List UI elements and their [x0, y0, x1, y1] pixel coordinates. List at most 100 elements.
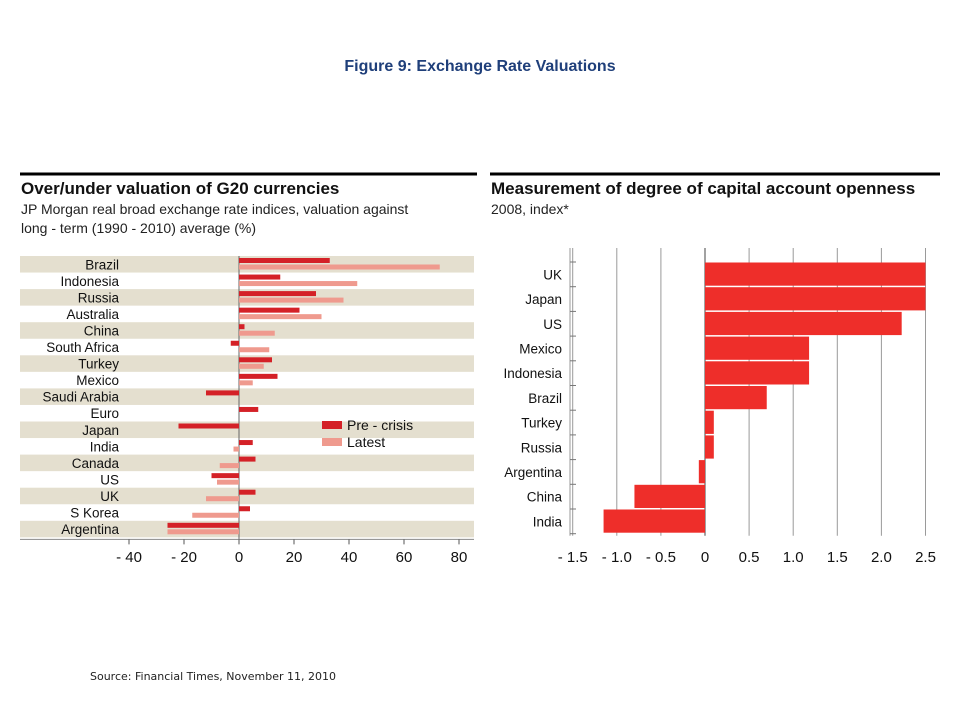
bar: [698, 460, 705, 484]
x-tick-label: 40: [341, 549, 358, 566]
bar-pre-crisis: [239, 406, 259, 412]
category-label: US: [100, 472, 119, 487]
category-label: Brazil: [85, 257, 119, 272]
category-label: Japan: [525, 292, 562, 307]
row-band: [20, 289, 474, 306]
right-chart-title: Measurement of degree of capital account…: [491, 179, 915, 198]
x-tick-label: - 0.5: [646, 549, 676, 566]
bar-pre-crisis: [239, 258, 330, 263]
bar-latest: [239, 347, 270, 353]
bar-pre-crisis: [239, 324, 245, 330]
legend-swatch-pre-crisis: [322, 421, 342, 429]
category-label: S Korea: [70, 506, 119, 521]
bar-latest: [239, 264, 440, 270]
x-tick-label: 2.5: [915, 549, 936, 566]
category-label: China: [527, 490, 563, 505]
x-tick-label: 60: [396, 549, 413, 566]
x-tick-label: - 40: [116, 549, 142, 566]
bar: [705, 386, 767, 410]
row-band: [20, 520, 474, 538]
x-tick-label: 0: [235, 549, 243, 566]
bar-pre-crisis: [239, 489, 256, 495]
bar-pre-crisis: [230, 340, 239, 346]
bar-latest: [239, 297, 344, 303]
bar: [705, 410, 714, 434]
legend-label-pre-crisis: Pre - crisis: [347, 417, 413, 433]
bar-pre-crisis: [239, 373, 278, 379]
category-label: Indonesia: [503, 366, 562, 381]
x-tick-label: 1.5: [827, 549, 848, 566]
row-band: [20, 388, 474, 405]
x-tick-label: 2.0: [871, 549, 892, 566]
x-tick-label: 80: [451, 549, 468, 566]
category-label: Australia: [66, 307, 119, 322]
category-label: Canada: [72, 456, 120, 471]
bar-pre-crisis: [239, 506, 250, 512]
category-label: Saudi Arabia: [42, 390, 119, 405]
x-tick-label: 1.0: [783, 549, 804, 566]
bar-latest: [217, 479, 239, 485]
bar-latest: [167, 529, 239, 535]
legend-swatch-latest: [322, 438, 342, 446]
bar: [634, 484, 705, 508]
bar-latest: [219, 463, 239, 469]
right-chart-plot: UK Japan US Mexico Indonesia Brazil Turkey Russ…: [503, 248, 936, 566]
bar: [705, 435, 714, 459]
legend-label-latest: Latest: [347, 434, 385, 450]
category-label: UK: [100, 489, 119, 504]
bar-latest: [239, 281, 358, 287]
row-band: [20, 355, 474, 372]
x-tick-label: 20: [286, 549, 303, 566]
row-band: [20, 421, 474, 439]
bar-latest: [239, 330, 275, 336]
category-label: Russia: [521, 440, 563, 455]
bar-pre-crisis: [239, 440, 253, 446]
x-tick-label: - 1.0: [602, 549, 632, 566]
bar-latest: [239, 314, 322, 320]
category-label: Argentina: [504, 465, 562, 480]
category-label: UK: [543, 267, 562, 282]
x-tick-label: - 20: [171, 549, 197, 566]
source-note: Source: Financial Times, November 11, 20…: [90, 670, 336, 683]
row-band: [20, 454, 474, 472]
bar-pre-crisis: [239, 307, 300, 313]
bar-pre-crisis: [239, 274, 281, 280]
category-label: Argentina: [61, 522, 119, 537]
right-chart-subtitle: 2008, index*: [491, 201, 569, 217]
bar: [705, 311, 902, 336]
category-label: Brazil: [528, 391, 562, 406]
category-label: Russia: [78, 290, 120, 305]
bar-pre-crisis: [239, 357, 272, 363]
category-label: China: [84, 323, 120, 338]
left-chart-subtitle-line-2: long - term (1990 - 2010) average (%): [21, 220, 256, 236]
bar: [603, 509, 705, 533]
category-label: Turkey: [78, 357, 119, 372]
category-label: Euro: [90, 406, 119, 421]
bar: [705, 287, 926, 311]
bar-pre-crisis: [211, 473, 239, 479]
bar: [705, 361, 810, 385]
category-label: India: [533, 514, 563, 529]
bar-latest: [192, 512, 239, 518]
bar-latest: [233, 446, 239, 452]
category-label: Turkey: [521, 416, 562, 431]
category-label: Mexico: [76, 373, 119, 388]
bar-pre-crisis: [167, 522, 239, 528]
left-chart-title: Over/under valuation of G20 currencies: [21, 179, 339, 198]
bar-latest: [239, 363, 264, 369]
bar: [705, 262, 926, 286]
x-tick-label: 0: [701, 549, 709, 566]
category-label: Japan: [82, 423, 119, 438]
bar-latest: [206, 496, 239, 502]
figure-title: Figure 9: Exchange Rate Valuations: [344, 58, 616, 75]
bar-pre-crisis: [239, 456, 256, 462]
category-label: US: [543, 317, 562, 332]
x-tick-label: - 1.5: [558, 549, 588, 566]
bar-pre-crisis: [178, 423, 239, 429]
row-band: [20, 487, 474, 505]
bar-pre-crisis: [206, 390, 239, 396]
bar-latest: [239, 380, 253, 386]
category-label: India: [90, 439, 120, 454]
